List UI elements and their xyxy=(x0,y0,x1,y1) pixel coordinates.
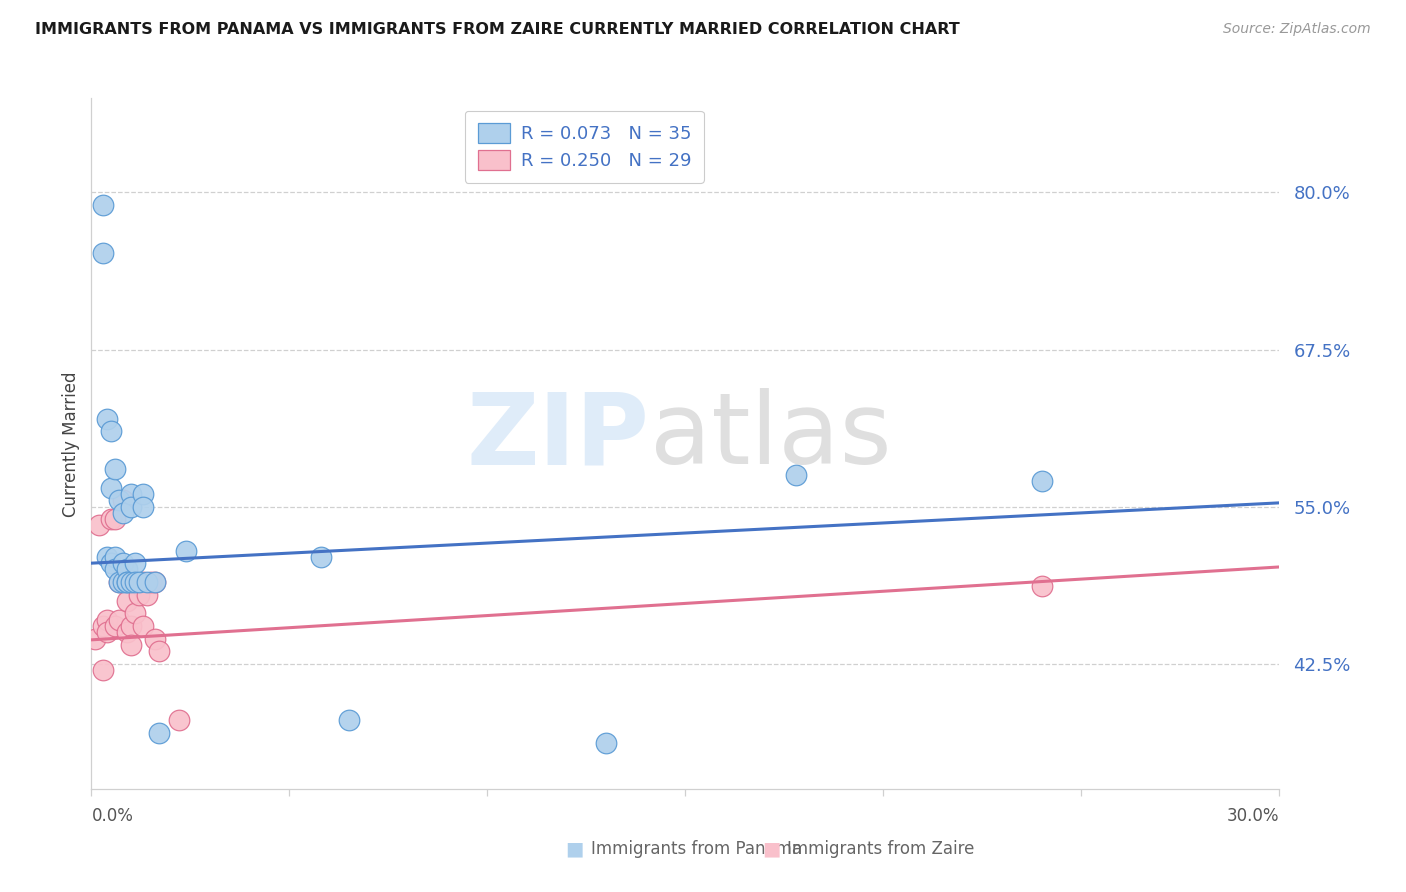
Legend: R = 0.073   N = 35, R = 0.250   N = 29: R = 0.073 N = 35, R = 0.250 N = 29 xyxy=(465,111,704,183)
Point xyxy=(135,575,157,590)
Point xyxy=(120,575,142,590)
Text: ■: ■ xyxy=(762,839,780,859)
Point xyxy=(143,632,166,646)
Point xyxy=(120,487,142,501)
Point xyxy=(112,556,135,570)
Point xyxy=(115,625,138,640)
Text: 30.0%: 30.0% xyxy=(1227,807,1279,825)
Point xyxy=(96,411,118,425)
Point xyxy=(108,575,131,590)
Point xyxy=(128,575,150,590)
Y-axis label: Currently Married: Currently Married xyxy=(62,371,80,516)
Point xyxy=(148,726,170,740)
Point xyxy=(1031,579,1053,593)
Text: ZIP: ZIP xyxy=(467,388,650,485)
Text: ■: ■ xyxy=(565,839,583,859)
Point xyxy=(112,575,135,590)
Text: IMMIGRANTS FROM PANAMA VS IMMIGRANTS FROM ZAIRE CURRENTLY MARRIED CORRELATION CH: IMMIGRANTS FROM PANAMA VS IMMIGRANTS FRO… xyxy=(35,22,960,37)
Point xyxy=(112,568,135,582)
Point xyxy=(91,619,114,633)
Text: Source: ZipAtlas.com: Source: ZipAtlas.com xyxy=(1223,22,1371,37)
Point xyxy=(176,543,198,558)
Point xyxy=(128,588,150,602)
Point xyxy=(139,575,162,590)
Point xyxy=(91,198,114,212)
Text: 0.0%: 0.0% xyxy=(91,807,134,825)
Point xyxy=(115,575,138,590)
Point xyxy=(124,575,146,590)
Point xyxy=(108,613,131,627)
Point xyxy=(89,518,111,533)
Point xyxy=(132,575,155,590)
Point xyxy=(309,549,332,564)
Point xyxy=(104,619,127,633)
Point xyxy=(1031,475,1053,489)
Point xyxy=(100,481,122,495)
Point xyxy=(120,500,142,514)
Point xyxy=(112,493,135,508)
Point xyxy=(100,556,122,570)
Point xyxy=(104,512,127,526)
Text: Immigrants from Panama: Immigrants from Panama xyxy=(591,840,801,858)
Point xyxy=(104,462,127,476)
Point xyxy=(337,714,360,728)
Point xyxy=(100,512,122,526)
Point xyxy=(124,556,146,570)
Point xyxy=(135,588,157,602)
Point xyxy=(167,714,190,728)
Point xyxy=(84,632,107,646)
Point xyxy=(115,575,138,590)
Point xyxy=(115,562,138,576)
Point xyxy=(785,468,807,483)
Point xyxy=(132,500,155,514)
Point xyxy=(96,625,118,640)
Point xyxy=(148,644,170,658)
Point xyxy=(132,619,155,633)
Point xyxy=(124,607,146,621)
Point xyxy=(120,638,142,652)
Point xyxy=(120,619,142,633)
Point xyxy=(143,575,166,590)
Point xyxy=(91,663,114,677)
Text: Immigrants from Zaire: Immigrants from Zaire xyxy=(787,840,974,858)
Point xyxy=(143,575,166,590)
Text: atlas: atlas xyxy=(650,388,891,485)
Point xyxy=(595,736,617,750)
Point xyxy=(108,493,131,508)
Point xyxy=(104,562,127,576)
Point xyxy=(115,594,138,608)
Point xyxy=(108,575,131,590)
Point xyxy=(124,575,146,590)
Point xyxy=(132,487,155,501)
Point xyxy=(96,613,118,627)
Point xyxy=(112,506,135,520)
Point xyxy=(104,549,127,564)
Point xyxy=(100,424,122,438)
Point xyxy=(96,549,118,564)
Point xyxy=(91,245,114,260)
